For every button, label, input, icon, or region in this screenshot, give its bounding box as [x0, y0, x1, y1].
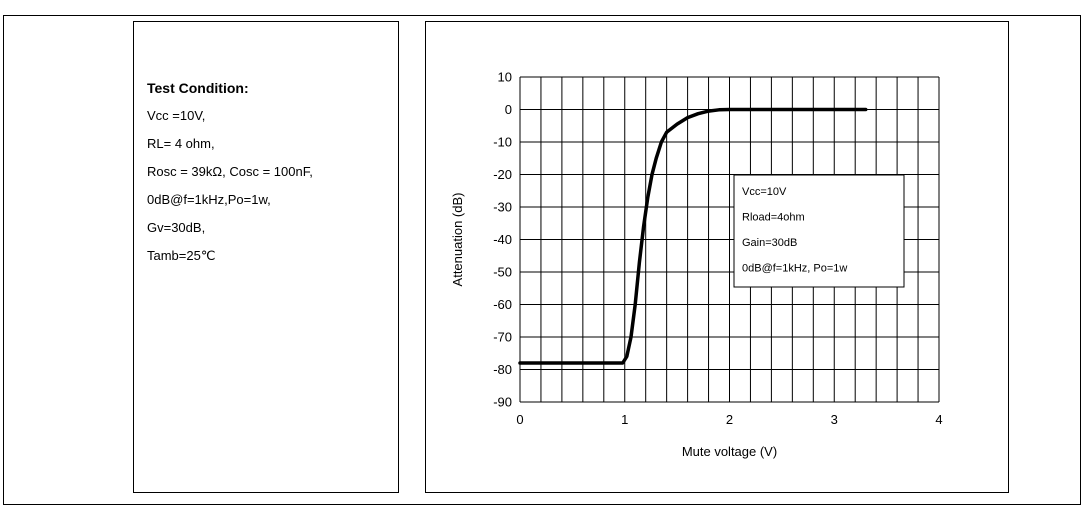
annotation-box: [733, 174, 905, 288]
x-tick-label: 4: [935, 412, 942, 427]
y-tick-label: 10: [498, 70, 512, 85]
y-tick-label: -20: [493, 167, 512, 182]
condition-line-tamb: Tamb=25℃: [147, 248, 216, 263]
annotation-line: Rload=4ohm: [742, 212, 805, 224]
y-tick-label: -90: [493, 395, 512, 410]
y-tick-label: -70: [493, 330, 512, 345]
condition-line-vcc: Vcc =10V,: [147, 108, 206, 123]
y-tick-label: -60: [493, 297, 512, 312]
annotation-line: Gain=30dB: [742, 237, 797, 249]
chart-panel: 10 0 -10 -20 -30 -40 -50 -60 -70 -80 -90 0 1 2 3 4 Mute …: [425, 21, 1009, 493]
condition-line-rl: RL= 4 ohm,: [147, 136, 215, 151]
y-tick-label: -10: [493, 135, 512, 150]
x-tick-label: 0: [516, 412, 523, 427]
y-tick-label: 0: [505, 102, 512, 117]
y-tick-label: -30: [493, 200, 512, 215]
x-tick-label: 3: [831, 412, 838, 427]
attenuation-chart: 10 0 -10 -20 -30 -40 -50 -60 -70 -80 -90 0 1 2 3 4 Mute …: [450, 70, 943, 460]
test-condition-title: Test Condition:: [147, 80, 249, 96]
test-condition-panel: Test Condition: Vcc =10V, RL= 4 ohm, Ros…: [133, 21, 399, 493]
annotation-line: Vcc=10V: [742, 186, 787, 198]
y-tick-label: -80: [493, 362, 512, 377]
x-axis-label: Mute voltage (V): [682, 444, 777, 459]
y-tick-label: -50: [493, 265, 512, 280]
annotation-line: 0dB@f=1kHz, Po=1w: [742, 263, 847, 275]
condition-line-rosc: Rosc = 39kΩ, Cosc = 100nF,: [147, 164, 313, 179]
x-tick-label: 2: [726, 412, 733, 427]
condition-line-0db: 0dB@f=1kHz,Po=1w,: [147, 192, 271, 207]
y-tick-label: -40: [493, 232, 512, 247]
condition-line-gv: Gv=30dB,: [147, 220, 206, 235]
y-axis-label: Attenuation (dB): [450, 193, 465, 287]
x-tick-label: 1: [621, 412, 628, 427]
attenuation-curve: [518, 107, 868, 365]
